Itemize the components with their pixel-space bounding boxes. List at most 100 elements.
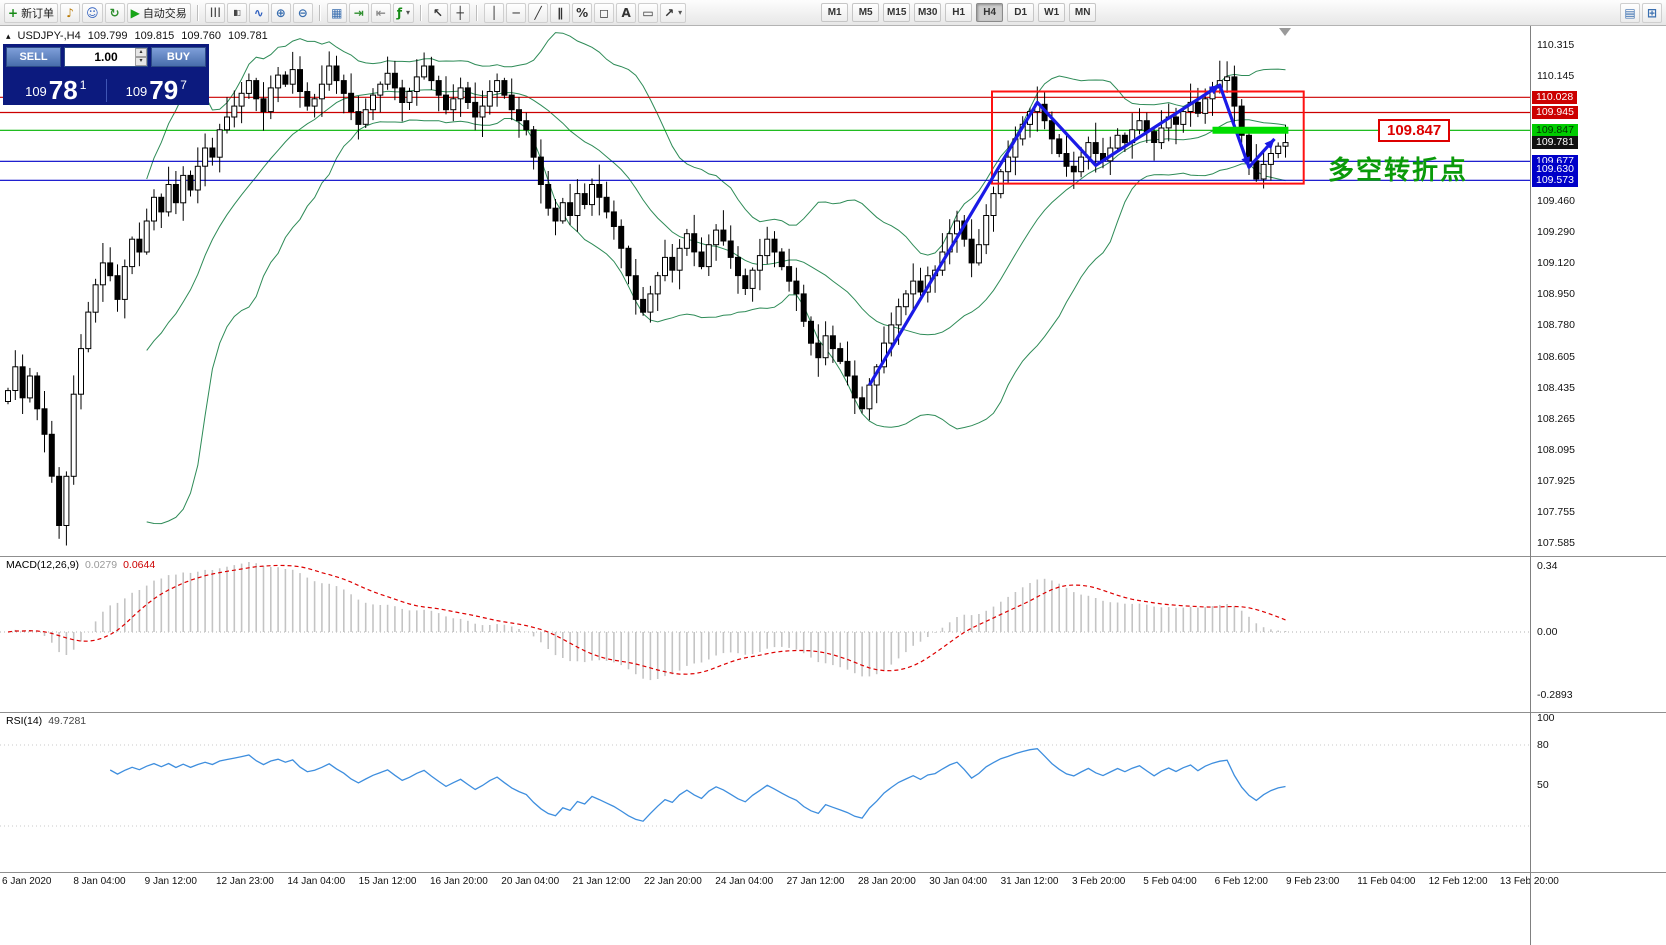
new-order-button-label: 新订单 [21,7,55,20]
vertical-line-button[interactable]: │ [484,2,505,23]
timeframe-h4-button[interactable]: H4 [976,3,1004,22]
linechart-icon: ∿ [253,5,264,20]
price-tick: 109.120 [1537,256,1575,269]
auto-scroll-button[interactable]: ⇥ [348,2,369,23]
candle-chart-button[interactable]: ▮▯ [226,2,247,23]
macd-label: MACD(12,26,9) 0.0279 0.0644 [6,559,155,571]
symbol-info: ▴ USDJPY-,H4 109.799 109.815 109.760 109… [6,30,268,42]
timeframe-mn-button[interactable]: MN [1069,3,1097,22]
sell-price[interactable]: 109 78 1 [6,75,106,105]
channel-button[interactable]: ∥ [550,2,571,23]
buy-button[interactable]: BUY [151,47,206,67]
indicators-button[interactable]: ƒ ▾ [392,2,415,23]
volume-input[interactable]: 1.00 ▴ ▾ [64,47,148,67]
autoscroll-icon: ⇥ [353,5,364,20]
autotrading-button-label: 自动交易 [142,7,187,20]
timeframe-h1-button[interactable]: H1 [945,3,973,22]
time-label: 22 Jan 20:00 [643,876,702,887]
time-label: 6 Feb 12:00 [1214,876,1268,887]
new-window-button[interactable]: ⊞ [1642,2,1662,23]
text-button[interactable]: A [616,2,637,23]
sell-price-pips: 78 [48,75,78,105]
zoom-out-button[interactable]: ⊖ [292,2,313,23]
shapes-icon: ◻ [599,5,610,20]
new-order-button[interactable]: + 新订单 [4,2,59,23]
timeframe-m5-button[interactable]: M5 [852,3,880,22]
volume-down-button[interactable]: ▾ [135,57,147,66]
zoom-in-button[interactable]: ⊕ [270,2,291,23]
time-label: 11 Feb 04:00 [1357,876,1416,887]
zoom-out-icon: ⊖ [297,5,308,20]
tile-windows-button[interactable]: ▦ [326,2,347,23]
time-axis-separator [0,872,1666,873]
time-label: 13 Feb 20:00 [1499,876,1559,887]
price-badge: 109.781 [1532,135,1578,149]
toolbar-separator [196,4,199,21]
price-tick: 108.780 [1537,318,1575,331]
trendline-button[interactable]: ╱ [528,2,549,23]
tile-icon: ▦ [331,5,343,20]
line-chart-button[interactable]: ∿ [248,2,269,23]
fibonacci-button[interactable]: % [572,2,593,23]
price-axis-separator [1530,26,1531,945]
dock-button[interactable]: ▤ [1620,2,1640,23]
timeframe-d1-button[interactable]: D1 [1007,3,1035,22]
timeframe-m30-button[interactable]: M30 [914,3,942,22]
profiles-button[interactable]: ☺ [82,2,103,23]
time-label: 24 Jan 04:00 [715,876,774,887]
alerts-button[interactable]: ♪ [60,2,81,23]
cursor-button[interactable]: ↖ [428,2,449,23]
shift-icon: ⇤ [375,5,386,20]
dock-icon: ▤ [1624,5,1636,20]
hline-icon: ─ [512,5,520,20]
time-label: 21 Jan 12:00 [572,876,631,887]
sell-button[interactable]: SELL [6,47,61,67]
refresh-button[interactable]: ↻ [104,2,125,23]
horizontal-line-button[interactable]: ─ [506,2,527,23]
volume-up-button[interactable]: ▴ [135,48,147,57]
bar-chart-button[interactable]: ┃┃┃ [204,2,225,23]
label-icon: ▭ [642,5,654,20]
timeframe-m1-button[interactable]: M1 [821,3,849,22]
macd-panel-splitter[interactable] [0,556,1666,557]
price-tick: 107.585 [1537,536,1575,549]
arrows-button[interactable]: ↗ ▾ [660,2,687,23]
price-tick: 110.145 [1537,69,1575,82]
indicators-icon: ƒ [396,5,403,20]
timeframe-w1-button[interactable]: W1 [1038,3,1066,22]
new-order-icon: + [8,5,19,20]
price-badge: 109.630 [1532,163,1578,177]
label-button[interactable]: ▭ [638,2,659,23]
time-label: 8 Jan 04:00 [73,876,126,887]
buy-price[interactable]: 109 79 7 [105,77,207,103]
profile-icon: ☺ [86,5,99,20]
timeframe-m15-button[interactable]: M15 [883,3,911,22]
rsi-panel-splitter[interactable] [0,712,1666,713]
price-tick: 109.290 [1537,225,1575,238]
vline-icon: │ [490,5,498,20]
macd-signal-value: 0.0644 [123,559,156,571]
price-tick: 108.095 [1537,443,1575,456]
autotrading-button[interactable]: ▶ 自动交易 [126,2,191,23]
cursor-icon: ↖ [433,5,444,20]
chart-shift-button[interactable]: ⇤ [370,2,391,23]
rsi-axis-tick: 100 [1537,712,1555,724]
rsi-axis-tick: 80 [1537,739,1549,751]
time-label: 12 Feb 12:00 [1428,876,1488,887]
shapes-button[interactable]: ◻ [594,2,615,23]
crosshair-button[interactable]: ┼ [450,2,471,23]
macd-axis-tick: 0.34 [1537,560,1558,572]
collapse-panel-icon[interactable]: ▴ [6,30,11,41]
macd-name: MACD(12,26,9) [6,559,79,571]
grid-icon: ⊞ [1646,5,1658,20]
price-callout: 109.847 [1378,119,1451,142]
price-tick: 108.265 [1537,412,1575,425]
price-tick: 107.755 [1537,505,1575,518]
time-label: 12 Jan 23:00 [215,876,274,887]
time-label: 3 Feb 20:00 [1071,876,1126,887]
price-badge: 109.945 [1532,105,1578,119]
sell-price-big: 109 [25,84,47,99]
one-click-trading-panel: SELL 1.00 ▴ ▾ BUY 109 78 1 109 79 7 [3,44,209,105]
